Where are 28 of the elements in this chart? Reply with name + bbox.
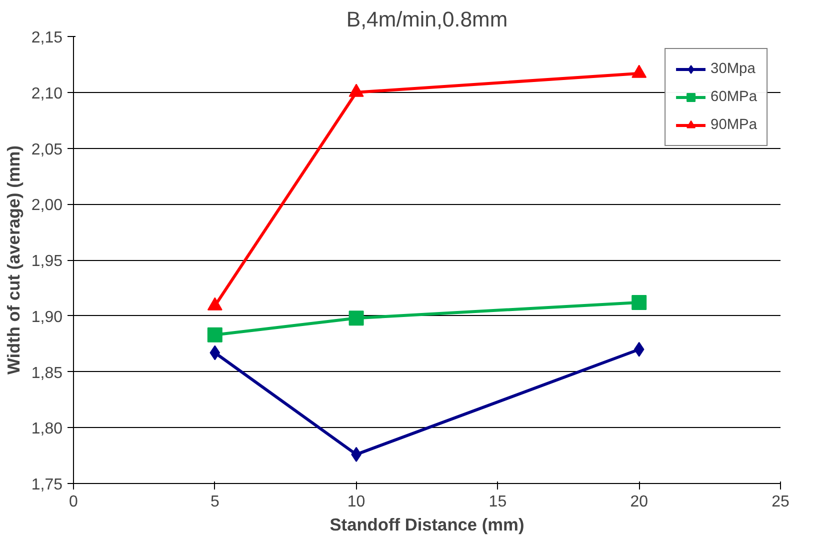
x-tick-label: 15 [488,494,507,510]
chart-title: B,4m/min,0.8mm [346,8,508,32]
y-tick-label: 1,95 [31,253,63,270]
y-tick-label: 2,00 [31,197,63,214]
point [634,342,644,357]
point [348,84,364,97]
y-tick-label: 1,80 [31,420,63,438]
legend-label: 30Mpa [710,61,756,77]
y-tick-label: 2,05 [31,141,63,158]
point [632,294,647,310]
point [632,64,647,78]
y-tick-label: 2,10 [31,85,63,102]
y-tick-label: 2,15 [31,30,63,46]
y-axis-title: Width of cut (average) (mm) [3,146,24,374]
x-tick-label: 10 [347,494,366,510]
y-tick-label: 1,75 [31,476,63,494]
point [210,345,220,360]
legend-label: 90MPa [710,117,757,133]
legend-label: 60MPa [710,89,757,105]
x-tick-label: 20 [630,494,648,510]
x-tick-label: 5 [210,494,220,510]
x-axis-title: Standoff Distance (mm) [330,514,524,534]
x-tick-label: 25 [772,494,790,510]
x-tick-label: 0 [69,494,78,510]
y-tick-label: 1,85 [31,364,63,382]
y-tick-label: 1,90 [31,308,63,326]
point [207,327,222,342]
point [348,310,364,326]
